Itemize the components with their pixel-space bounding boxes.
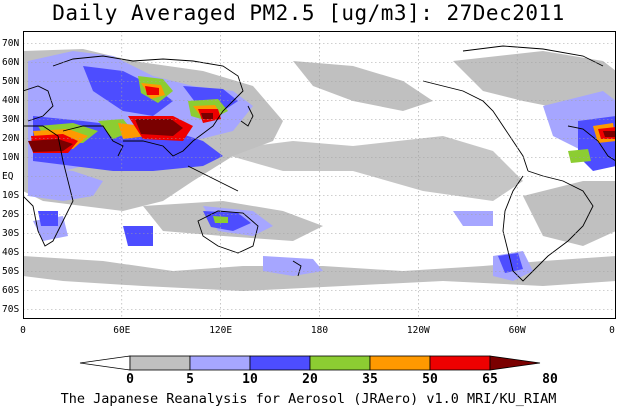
map-plot <box>23 31 616 319</box>
colorbar-segment-4 <box>369 355 431 371</box>
lat-label-20n: 20N <box>2 132 20 144</box>
lat-label-10n: 10N <box>2 151 20 163</box>
lat-label-eq: EQ <box>2 170 14 182</box>
colorbar-segment-0 <box>129 355 191 371</box>
colorbar-tick-20: 20 <box>302 372 318 387</box>
lat-label-50n: 50N <box>2 75 20 87</box>
colorbar-tick-80: 80 <box>542 372 558 387</box>
colorbar-tick-5: 5 <box>186 372 194 387</box>
lon-label-2: 120E <box>209 325 233 336</box>
pm25-map <box>23 31 616 319</box>
colorbar-high-triangle <box>489 355 541 371</box>
lon-label-1: 60E <box>113 325 131 336</box>
lat-label-30n: 30N <box>2 113 20 125</box>
lon-label-0: 0 <box>20 325 26 336</box>
lat-label-60s: 60S <box>2 284 20 296</box>
colorbar-segment-2 <box>249 355 311 371</box>
lon-label-4: 120W <box>406 325 430 336</box>
lat-label-60n: 60N <box>2 56 20 68</box>
lat-label-10s: 10S <box>2 189 20 201</box>
colorbar-segment-1 <box>189 355 251 371</box>
colorbar-tick-10: 10 <box>242 372 258 387</box>
lat-label-30s: 30S <box>2 227 20 239</box>
coastlines <box>23 45 616 282</box>
colorbar-svg: 0 5 10 20 35 50 65 80 <box>79 355 558 387</box>
map-title: Daily Averaged PM2.5 [ug/m3]: 27Dec2011 <box>52 1 565 25</box>
lon-label-6: 0 <box>609 325 615 336</box>
colorbar-tick-35: 35 <box>362 372 378 387</box>
colorbar: 0 5 10 20 35 50 65 80 <box>0 352 617 392</box>
colorbar-low-triangle <box>79 355 131 371</box>
colorbar-tick-0: 0 <box>126 372 134 387</box>
lat-label-70n: 70N <box>2 37 20 49</box>
colorbar-segment-3 <box>309 355 371 371</box>
colorbar-tick-50: 50 <box>422 372 438 387</box>
lon-label-3: 180 <box>310 325 329 336</box>
colorbar-segment-5 <box>429 355 491 371</box>
pm25-band-80-plus <box>28 113 616 152</box>
lat-label-40s: 40S <box>2 246 20 258</box>
footer-credit: The Japanese Reanalysis for Aerosol (JRA… <box>60 391 557 407</box>
lat-label-40n: 40N <box>2 94 20 106</box>
lat-label-70s: 70S <box>2 303 20 315</box>
lat-label-20s: 20S <box>2 208 20 220</box>
graticule <box>23 31 616 319</box>
lat-label-50s: 50S <box>2 265 20 277</box>
map-frame <box>23 31 616 319</box>
lon-label-5: 60W <box>508 325 526 336</box>
colorbar-tick-65: 65 <box>482 372 498 387</box>
